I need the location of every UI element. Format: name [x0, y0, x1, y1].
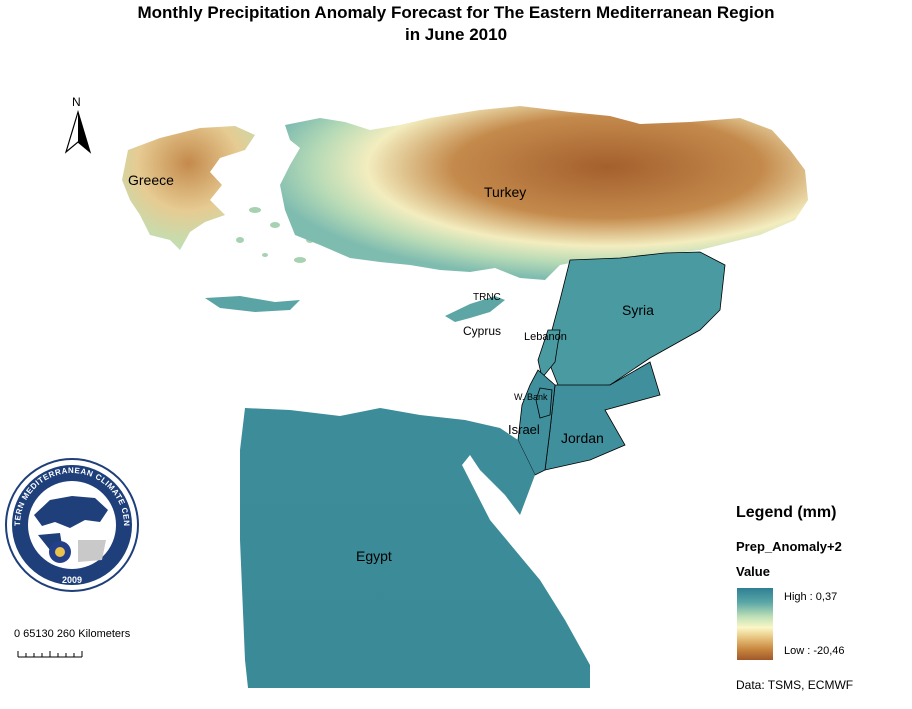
crete-island	[205, 296, 300, 312]
label-lebanon: Lebanon	[524, 331, 567, 343]
logo-year: 2009	[62, 575, 82, 585]
cyprus-island	[445, 296, 505, 322]
map-title-line1: Monthly Precipitation Anomaly Forecast f…	[137, 3, 775, 22]
scale-bar	[17, 651, 83, 658]
scale-bar-label: 0 65130 260 Kilometers	[14, 628, 131, 640]
label-trnc: TRNC	[473, 292, 501, 303]
legend-low-label: Low : -20,46	[784, 645, 845, 657]
data-credit: Data: TSMS, ECMWF	[736, 678, 854, 692]
label-syria: Syria	[622, 302, 654, 318]
legend-high-label: High : 0,37	[784, 591, 838, 603]
label-west-bank: W. Bank	[514, 392, 548, 402]
label-greece: Greece	[128, 172, 174, 188]
emcc-logo: EASTERN MEDITERRANEAN CLIMATE CENTRE 200…	[0, 0, 139, 592]
legend-value-label: Value	[736, 564, 770, 579]
legend-field-name: Prep_Anomaly+2	[736, 539, 842, 554]
legend-color-ramp	[737, 588, 773, 660]
west-bank-region	[535, 387, 553, 419]
label-israel: Israel	[508, 422, 540, 437]
label-jordan: Jordan	[561, 430, 604, 446]
label-cyprus: Cyprus	[463, 324, 501, 338]
svg-text:EASTERN MEDITERRANEAN CLIMATE: EASTERN MEDITERRANEAN CLIMATE CENTRE	[0, 0, 131, 527]
aegean-islands	[236, 207, 314, 263]
north-arrow-icon	[64, 109, 92, 154]
syria-region	[547, 251, 726, 391]
egypt-region	[240, 408, 590, 688]
logo-arc-text: EASTERN MEDITERRANEAN CLIMATE CENTRE	[0, 0, 131, 527]
turkey-region	[280, 106, 808, 280]
label-turkey: Turkey	[484, 184, 526, 200]
lebanon-region	[537, 329, 561, 379]
north-label: N	[72, 95, 81, 109]
greece-region	[122, 126, 255, 250]
legend-title: Legend (mm)	[736, 504, 837, 521]
map-title-line2: in June 2010	[404, 25, 508, 44]
label-egypt: Egypt	[356, 548, 392, 564]
